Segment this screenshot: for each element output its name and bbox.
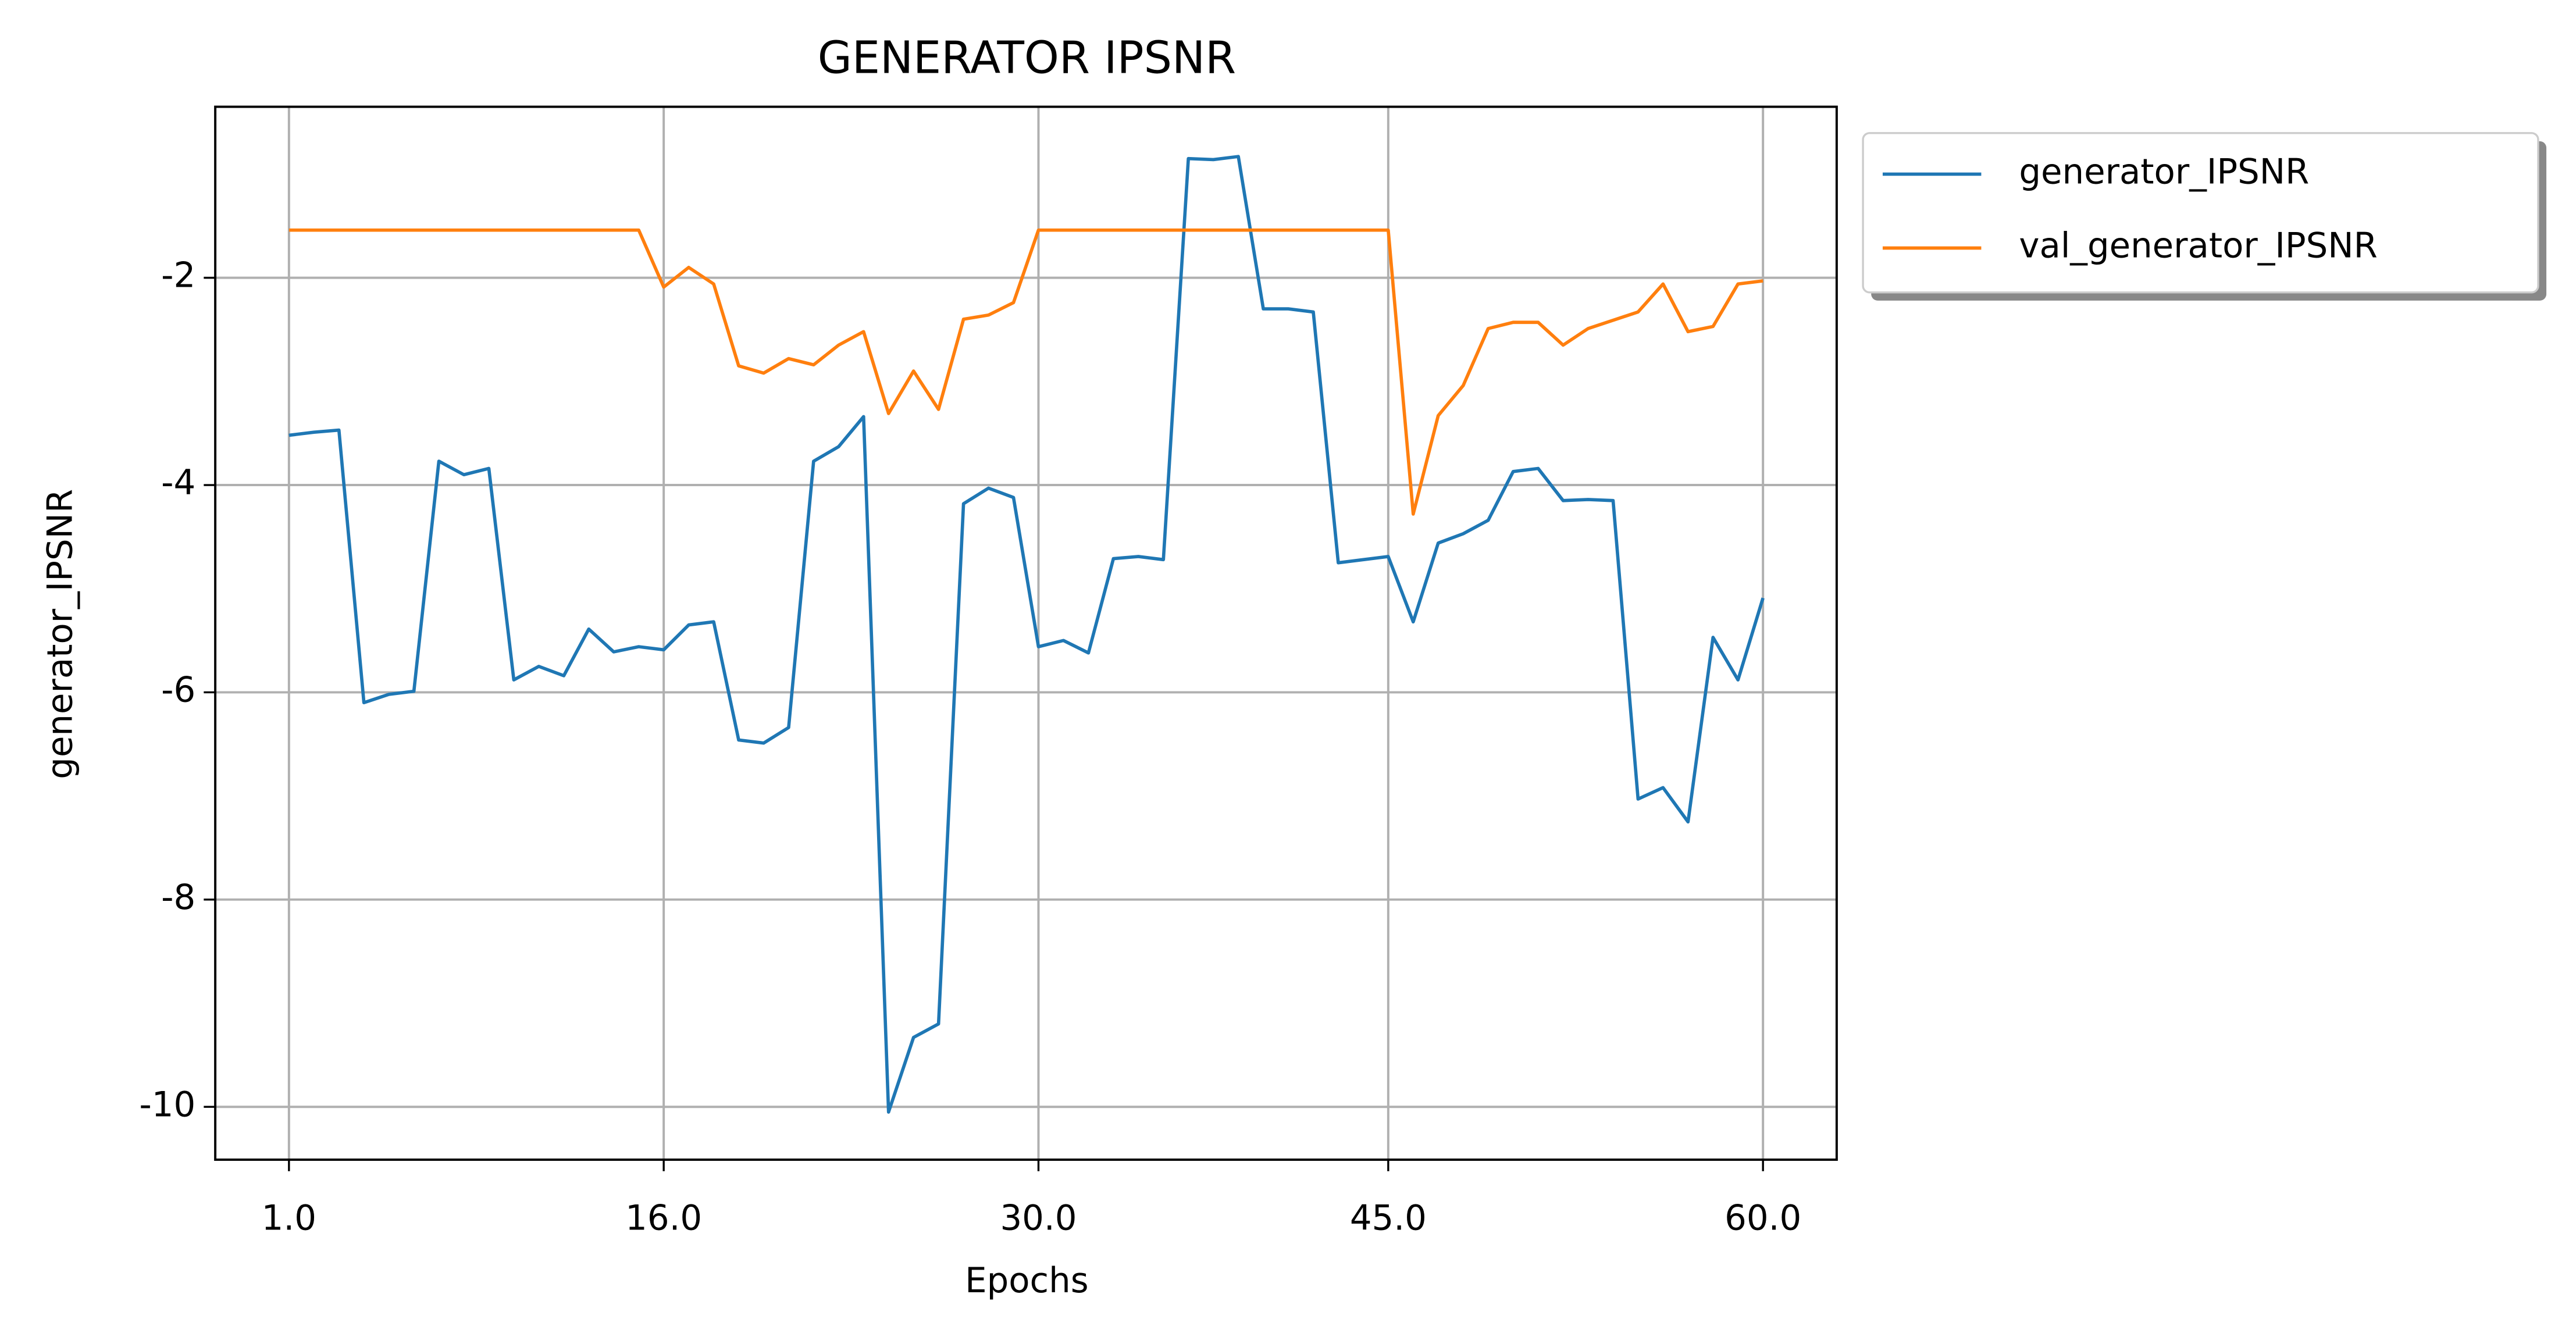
y-axis-label: generator_IPSNR xyxy=(40,489,80,779)
y-tick-label: -2 xyxy=(161,255,195,295)
chart-title: GENERATOR IPSNR xyxy=(818,31,1236,83)
x-tick-label: 1.0 xyxy=(262,1198,316,1238)
y-tick-label: -4 xyxy=(161,462,195,502)
plot-frame xyxy=(214,105,1838,1161)
series-line xyxy=(288,228,1763,516)
x-tick-label: 30.0 xyxy=(1000,1198,1077,1238)
legend-box xyxy=(1862,132,2539,294)
x-tick-label: 60.0 xyxy=(1725,1198,1801,1238)
series-line xyxy=(288,155,1765,1114)
y-tick-label: -8 xyxy=(161,877,195,917)
x-axis-label: Epochs xyxy=(965,1260,1088,1300)
y-tick-label: -10 xyxy=(139,1084,195,1124)
legend-label: generator_IPSNR xyxy=(2019,152,2309,192)
y-tick-label: -6 xyxy=(161,670,195,710)
x-tick-label: 16.0 xyxy=(625,1198,702,1238)
x-tick-label: 45.0 xyxy=(1350,1198,1427,1238)
legend-label: val_generator_IPSNR xyxy=(2019,226,2377,266)
